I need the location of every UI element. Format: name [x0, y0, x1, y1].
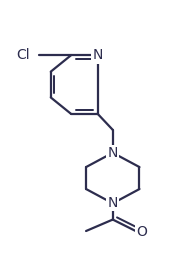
- Text: N: N: [108, 196, 118, 210]
- Text: Cl: Cl: [16, 48, 30, 62]
- Text: N: N: [92, 48, 103, 62]
- Text: O: O: [136, 225, 147, 239]
- Text: N: N: [108, 146, 118, 160]
